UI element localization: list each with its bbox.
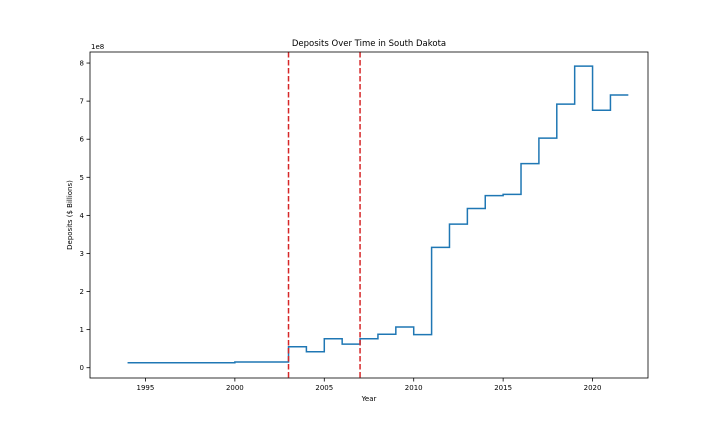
axes-frame (89, 51, 649, 379)
y-tick-label-5: 5 (80, 174, 84, 182)
x-tick-label-2000: 2000 (226, 384, 244, 392)
x-tick-label-2010: 2010 (405, 384, 423, 392)
x-tick-label-2015: 2015 (494, 384, 512, 392)
chart-title: Deposits Over Time in South Dakota (292, 39, 446, 49)
y-tick-label-4: 4 (80, 212, 85, 220)
y-tick-label-8: 8 (80, 60, 84, 68)
y-tick-label-0: 0 (80, 364, 84, 372)
y-axis-label: Deposits ($ Billions) (66, 180, 74, 250)
y-tick-label-3: 3 (80, 250, 84, 258)
x-tick-label-1995: 1995 (137, 384, 155, 392)
y-axis-offset-text: 1e8 (91, 43, 104, 51)
x-tick-label-2020: 2020 (584, 384, 602, 392)
y-tick-label-1: 1 (80, 326, 84, 334)
y-tick-label-6: 6 (80, 136, 85, 144)
plot-layer: 1995 2000 2005 2010 2015 2020 0 1 2 3 4 5 6 7 8 (80, 51, 649, 392)
y-tick-label-7: 7 (80, 98, 84, 106)
x-axis-label: Year (361, 395, 377, 403)
x-tick-label-2005: 2005 (315, 384, 333, 392)
series-line-0 (127, 65, 629, 364)
y-tick-label-2: 2 (80, 288, 84, 296)
